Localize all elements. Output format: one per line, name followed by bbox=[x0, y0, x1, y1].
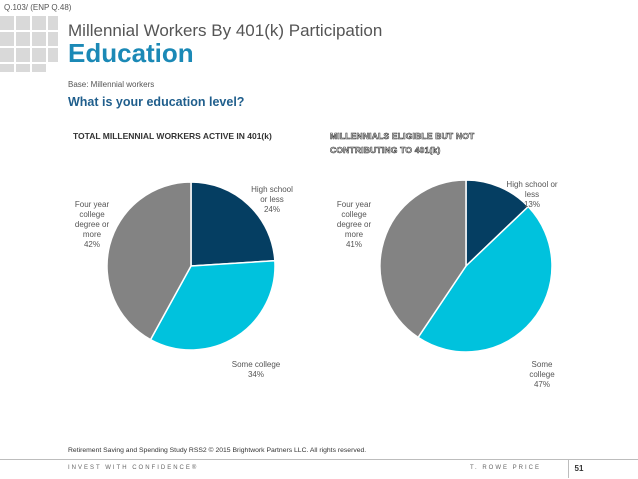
chart-title-active: TOTAL MILLENNIAL WORKERS ACTIVE IN 401(k… bbox=[73, 131, 272, 141]
brand-logo-text: T. ROWE PRICE bbox=[470, 465, 542, 471]
pie-slice-four-year-active bbox=[106, 181, 192, 341]
survey-question: What is your education level? bbox=[68, 95, 245, 109]
question-reference: Q.103/ (ENP Q.48) bbox=[4, 3, 72, 12]
slice-label-some-college-active: Some college 34% bbox=[231, 360, 281, 379]
slide-heading: Millennial Workers By 401(k) Participati… bbox=[68, 21, 383, 40]
slice-label-high-school-eligible: High school or less 13% bbox=[506, 180, 558, 209]
pie-slice-some-college-eligible bbox=[417, 205, 553, 353]
chart-title-eligible: MILLENNIALS ELIGIBLE BUT NOT CONTRIBUTIN… bbox=[330, 131, 475, 156]
slide-title: Education bbox=[68, 38, 194, 68]
pie-slice-high-school-eligible bbox=[465, 179, 530, 268]
pie-chart-eligible bbox=[379, 179, 553, 353]
decorative-grid-logo bbox=[0, 16, 58, 72]
footer-divider bbox=[0, 459, 638, 460]
page-number: 51 bbox=[568, 460, 589, 478]
base-note: Base: Millennial workers bbox=[68, 80, 155, 89]
pie-slice-four-year-eligible bbox=[379, 179, 467, 339]
slice-label-high-school-active: High school or less 24% bbox=[251, 185, 293, 214]
slice-label-four-year-eligible: Four year college degree or more 41% bbox=[336, 200, 372, 249]
slice-label-some-college-eligible: Some college 47% bbox=[529, 360, 555, 389]
pie-chart-active bbox=[106, 181, 276, 351]
source-footnote: Retirement Saving and Spending Study RSS… bbox=[68, 447, 367, 454]
footer-tagline: INVEST WITH CONFIDENCE® bbox=[68, 465, 199, 471]
pie-slice-high-school-active bbox=[190, 181, 276, 267]
slice-label-four-year-active: Four year college degree or more 42% bbox=[74, 200, 110, 249]
